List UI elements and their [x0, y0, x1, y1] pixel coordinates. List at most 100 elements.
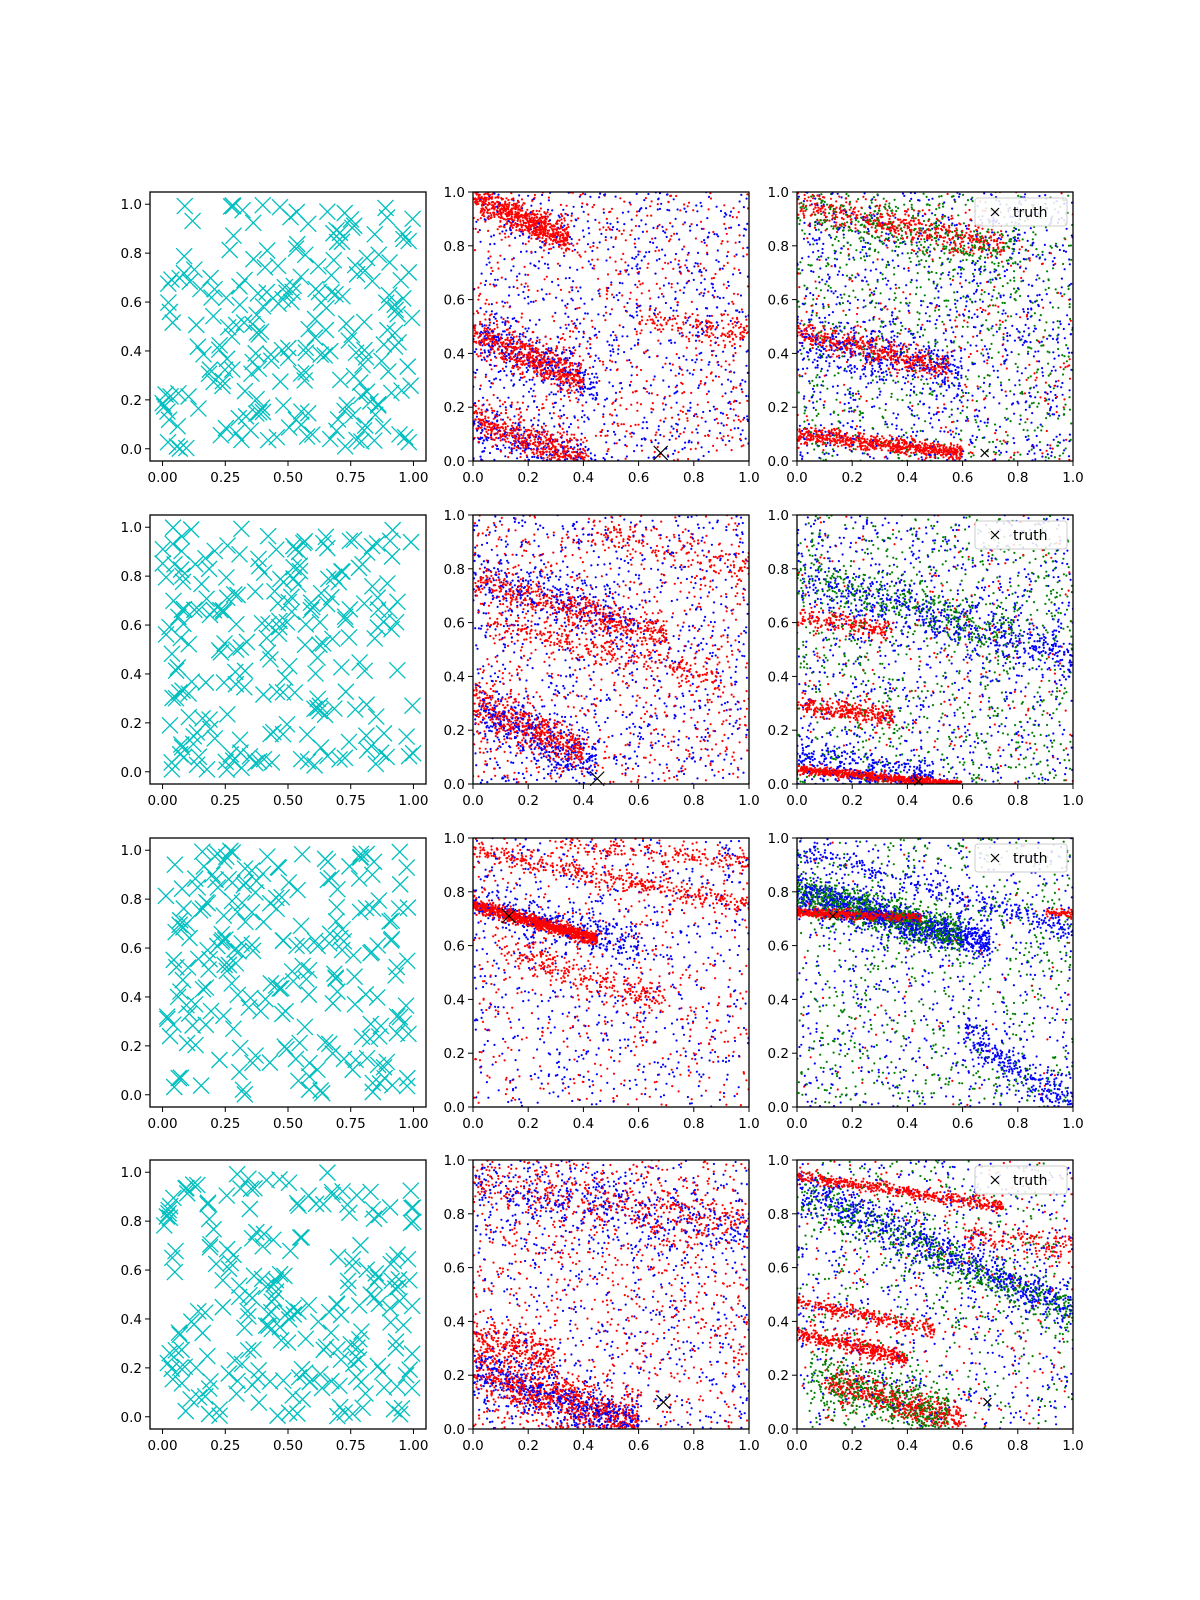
particle-point	[821, 344, 824, 347]
sample-point	[244, 315, 261, 333]
particle-point	[529, 262, 532, 265]
particle-point	[499, 378, 502, 381]
particle-point	[631, 391, 635, 394]
particle-point	[695, 288, 699, 291]
sample-point	[258, 283, 276, 301]
particle-point	[1002, 336, 1005, 339]
particle-point	[819, 370, 823, 373]
particle-point	[695, 334, 698, 337]
particle-point	[1051, 337, 1055, 340]
particle-point	[489, 283, 492, 286]
particle-point	[890, 234, 894, 237]
sample-point	[381, 254, 399, 271]
particle-point	[482, 439, 485, 442]
particle-point	[577, 390, 580, 393]
particle-point	[870, 351, 873, 354]
particle-point	[579, 388, 582, 391]
particle-point	[646, 427, 649, 430]
particle-point	[557, 231, 560, 234]
particle-point	[508, 451, 511, 454]
particle-point	[738, 240, 741, 244]
particle-point	[564, 312, 567, 315]
particle-point	[614, 236, 618, 239]
particle-point	[549, 435, 553, 438]
sample-point	[227, 316, 245, 334]
particle-point	[480, 413, 483, 416]
x-tick-label: 0.00	[148, 470, 178, 486]
particle-point	[635, 310, 638, 313]
particle-point	[522, 221, 525, 225]
particle-point	[696, 314, 699, 317]
plot-area	[473, 192, 749, 461]
sample-point	[297, 344, 315, 362]
particle-point	[836, 349, 839, 352]
particle-point	[695, 326, 698, 329]
particle-point	[541, 433, 544, 436]
particle-point	[539, 354, 542, 357]
particle-point	[863, 192, 866, 195]
particle-point	[844, 285, 847, 288]
particle-point	[490, 196, 494, 199]
particle-point	[536, 450, 539, 453]
particle-point	[650, 407, 653, 410]
particle-point	[542, 233, 545, 236]
particle-point	[662, 379, 665, 382]
particle-point	[563, 219, 566, 222]
particle-point	[891, 367, 895, 370]
particle-point	[490, 427, 493, 430]
particle-point	[491, 348, 494, 351]
x-tick-label: 0.0	[462, 470, 483, 486]
particle-point	[832, 212, 835, 215]
particle-point	[477, 399, 480, 402]
particle-point	[502, 330, 505, 333]
particle-point	[584, 250, 587, 253]
particle-point	[552, 450, 555, 453]
particle-point	[495, 356, 498, 359]
particle-point	[503, 429, 506, 432]
particle-point	[715, 417, 718, 420]
particle-point	[975, 436, 979, 439]
particle-point	[985, 249, 988, 252]
particle-point	[532, 354, 535, 357]
particle-point	[685, 335, 688, 338]
particle-point	[555, 236, 558, 239]
particle-point	[563, 450, 567, 453]
particle-point	[501, 197, 504, 201]
particle-point	[498, 345, 501, 348]
particle-point	[570, 377, 573, 380]
particle-point	[563, 254, 566, 257]
particle-point	[531, 347, 534, 350]
particle-point	[562, 431, 565, 434]
particle-point	[739, 331, 742, 334]
particle-point	[741, 379, 744, 382]
sample-point	[217, 419, 235, 437]
particle-point	[629, 314, 632, 317]
sample-point	[400, 232, 418, 250]
particle-point	[528, 436, 532, 439]
particle-point	[527, 225, 530, 228]
particle-point	[488, 321, 492, 324]
sample-point	[254, 196, 272, 214]
sample-point	[400, 433, 418, 451]
particle-point	[641, 427, 644, 430]
particle-point	[654, 307, 658, 310]
particle-point	[487, 436, 490, 439]
particle-point	[484, 279, 488, 282]
particle-point	[587, 447, 590, 451]
particle-point	[492, 422, 496, 425]
particle-point	[556, 346, 559, 350]
particle-point	[490, 330, 493, 333]
particle-point	[703, 288, 707, 291]
particle-point	[858, 433, 861, 437]
particle-point	[657, 425, 660, 428]
particle-point	[581, 387, 585, 390]
particle-point	[706, 217, 709, 220]
particle-point	[674, 386, 677, 389]
particle-point	[620, 387, 624, 390]
particle-point	[670, 194, 673, 197]
particle-point	[711, 324, 715, 328]
particle-point	[635, 306, 639, 309]
particle-point	[699, 201, 702, 204]
particle-point	[571, 378, 575, 381]
sample-point	[231, 277, 248, 295]
